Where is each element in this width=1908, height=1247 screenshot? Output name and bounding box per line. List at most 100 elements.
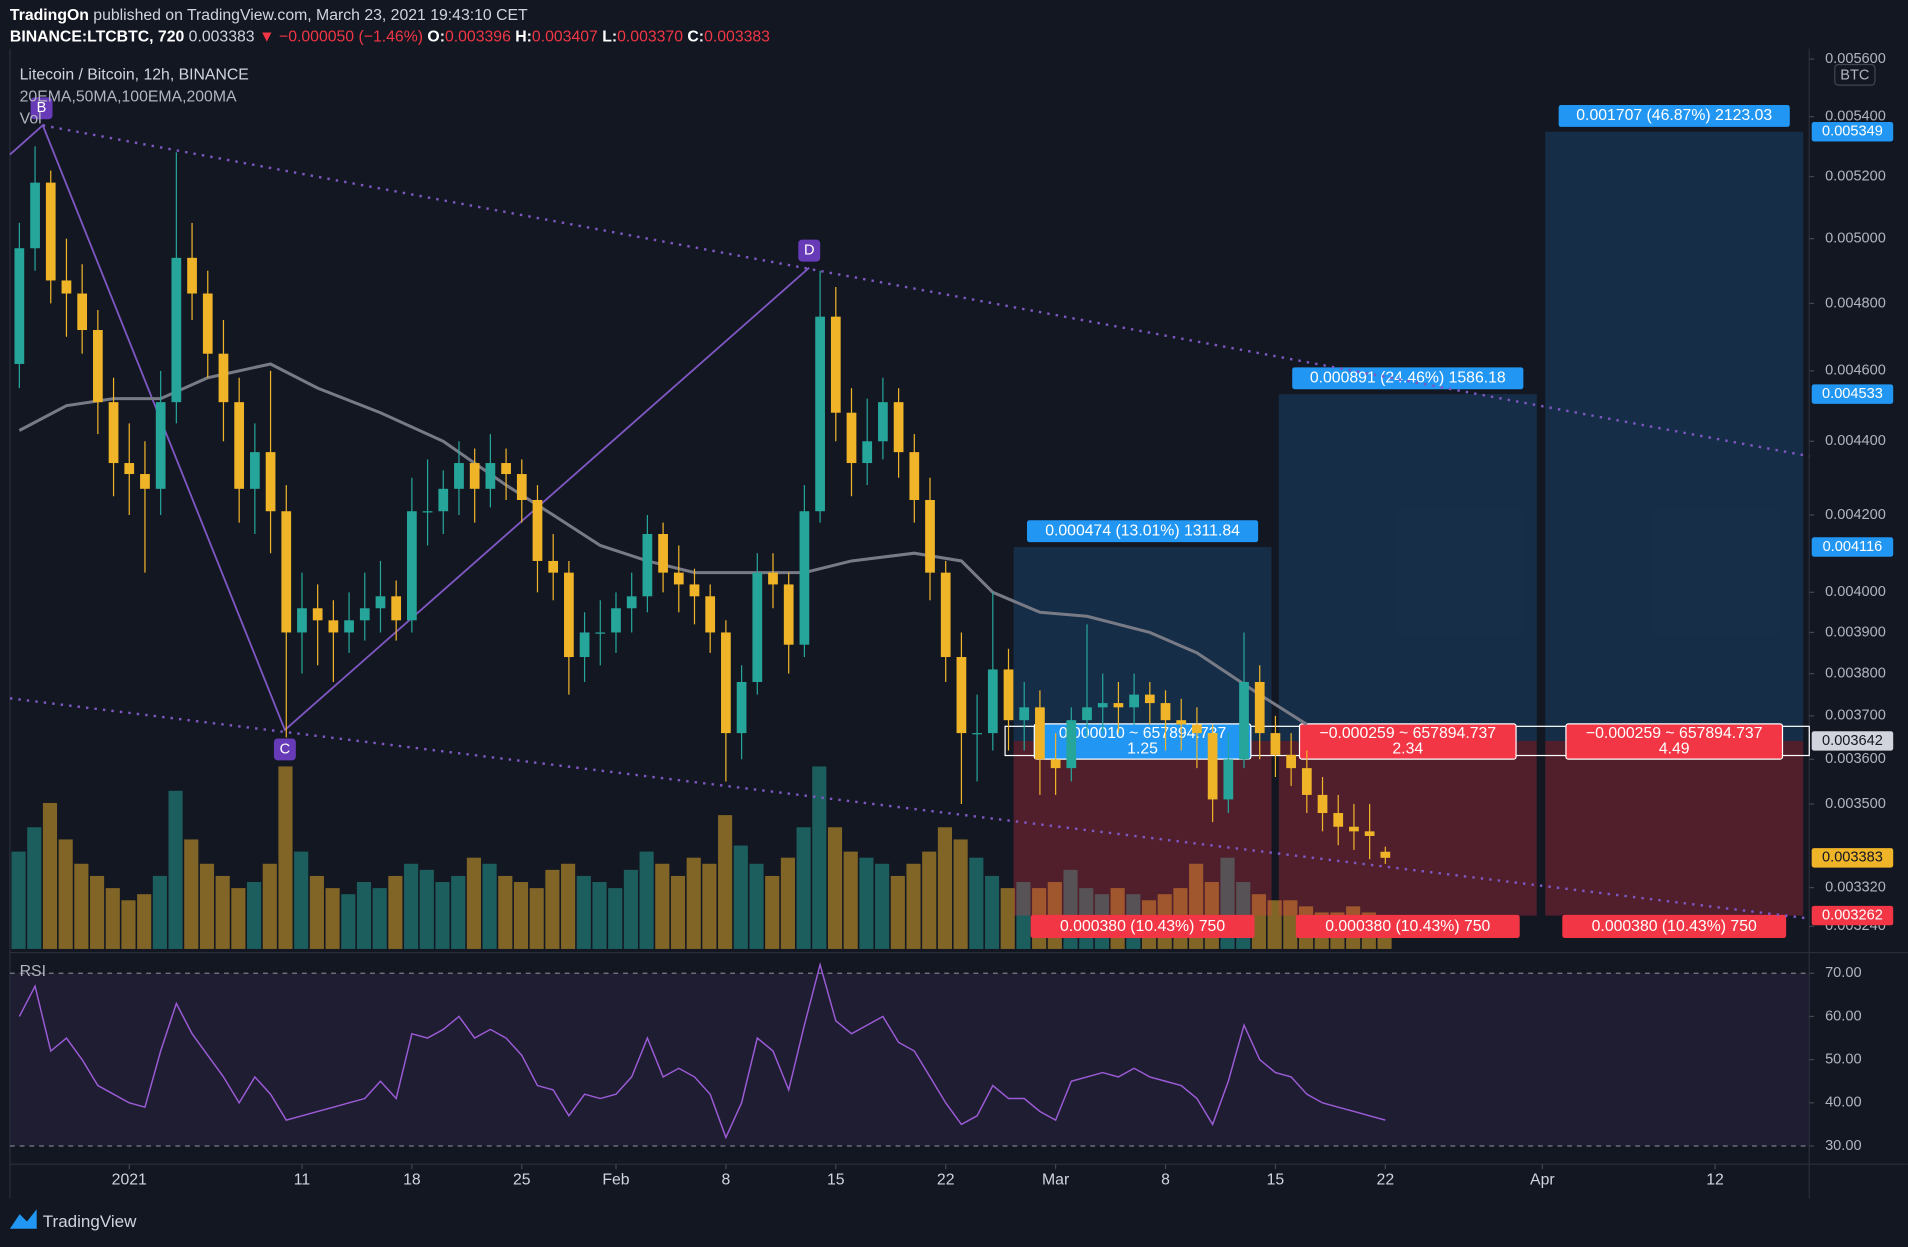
low: 0.003370	[617, 29, 683, 46]
footer-brand: TradingView	[43, 1212, 137, 1231]
candle-body	[611, 608, 621, 633]
y-tick-label: 0.003320	[1825, 879, 1886, 895]
x-tick-label: 22	[937, 1171, 955, 1188]
x-tick-label: 8	[721, 1171, 730, 1188]
volume-bar	[42, 802, 58, 949]
y-tick-label: 0.003900	[1825, 624, 1886, 640]
entry-badge	[1298, 723, 1517, 760]
volume-bar	[184, 839, 199, 949]
candle-body	[297, 608, 307, 633]
candle-body	[579, 632, 590, 658]
volume-bar	[215, 875, 230, 949]
y-tick-label: 0.003800	[1825, 665, 1886, 681]
candle-body	[705, 596, 716, 633]
logo-icon	[9, 1209, 37, 1229]
candle-body	[878, 402, 888, 442]
candle-body	[1192, 724, 1202, 734]
volume-bar	[11, 851, 26, 949]
pattern-point-label: B	[37, 100, 47, 116]
price-badge	[1811, 122, 1894, 142]
volume-bar	[1000, 888, 1015, 949]
volume-label: Vol	[20, 110, 42, 127]
target-badge	[1558, 105, 1790, 127]
volume-bar	[451, 875, 466, 949]
candle-body	[61, 280, 72, 294]
profit-zone	[1278, 394, 1537, 741]
price-badge-label: 0.003262	[1822, 907, 1883, 923]
volume-bar	[984, 875, 1000, 949]
y-tick-label: 0.003500	[1825, 796, 1886, 812]
volume-bar	[498, 875, 513, 949]
volume-bar	[922, 851, 937, 949]
volume-bar	[231, 888, 246, 949]
candle-body	[265, 452, 276, 512]
candle-body	[925, 499, 935, 573]
candle-body	[1270, 733, 1281, 755]
candle-body	[815, 316, 825, 512]
price-badge-label: 0.004116	[1823, 539, 1883, 555]
target-badge	[1292, 367, 1524, 390]
candle-body	[281, 511, 292, 633]
volume-bar	[325, 888, 340, 949]
candle-body	[1144, 694, 1155, 704]
entry-label: −0.000259 ~ 657894.737	[1586, 725, 1763, 742]
candle-body	[1050, 759, 1061, 769]
candle-body	[595, 632, 606, 634]
volume-bar	[1016, 882, 1031, 949]
price-badge	[1811, 537, 1894, 557]
candle-body	[501, 463, 511, 475]
trendline-upper	[42, 124, 1810, 458]
candle-body	[249, 452, 260, 489]
candle-body	[438, 488, 449, 512]
candle-body	[328, 620, 339, 633]
pattern-point-label: C	[280, 741, 291, 757]
o-label: O:	[427, 29, 445, 46]
volume-bar	[404, 863, 419, 949]
volume-bar	[278, 766, 293, 949]
volume-bar	[419, 869, 434, 949]
x-tick-label: 22	[1377, 1171, 1395, 1188]
volume-bar	[890, 875, 905, 949]
candle-body	[140, 474, 150, 489]
rsi-tick-label: 50.00	[1825, 1052, 1861, 1068]
candle-body	[469, 463, 480, 489]
price-badge-label: 0.004533	[1822, 386, 1883, 402]
pattern-point-badge	[798, 239, 821, 262]
candle-body	[1317, 794, 1328, 814]
volume-bar	[670, 875, 686, 949]
volume-bar	[875, 863, 890, 949]
volume-bar	[121, 900, 136, 949]
volume-bar	[545, 869, 560, 949]
y-tick-label: 0.004800	[1825, 295, 1886, 311]
entry-ratio: 2.34	[1392, 741, 1423, 758]
candle-body	[830, 316, 841, 413]
candle-body	[1207, 733, 1218, 800]
candle-body	[45, 182, 56, 281]
candle-body	[532, 499, 543, 561]
target-label: 0.000891 (24.46%) 1586.18	[1310, 369, 1506, 386]
x-tick-label: 25	[513, 1171, 531, 1188]
rsi-line	[18, 961, 1386, 1140]
rsi-tick-label: 70.00	[1825, 965, 1861, 981]
candle-body	[673, 572, 684, 585]
candle-body	[1349, 826, 1359, 832]
candle-body	[1129, 694, 1139, 708]
candle-body	[658, 533, 668, 573]
volume-bar	[356, 882, 372, 949]
volume-bar	[608, 888, 623, 949]
volume-bar	[561, 863, 576, 949]
symbol: BINANCE:LTCBTC, 720	[10, 29, 185, 46]
volume-bar	[90, 875, 105, 949]
volume-bar	[843, 851, 858, 949]
volume-bar	[780, 857, 795, 949]
volume-bar	[718, 815, 733, 949]
volume-bar	[796, 827, 811, 949]
volume-bar	[639, 851, 654, 949]
entry-badge	[1565, 723, 1784, 760]
volume-bar	[105, 888, 120, 949]
candle-body	[344, 620, 354, 633]
candle-body	[1097, 703, 1108, 708]
candle-body	[77, 293, 88, 331]
candle-body	[783, 584, 794, 645]
